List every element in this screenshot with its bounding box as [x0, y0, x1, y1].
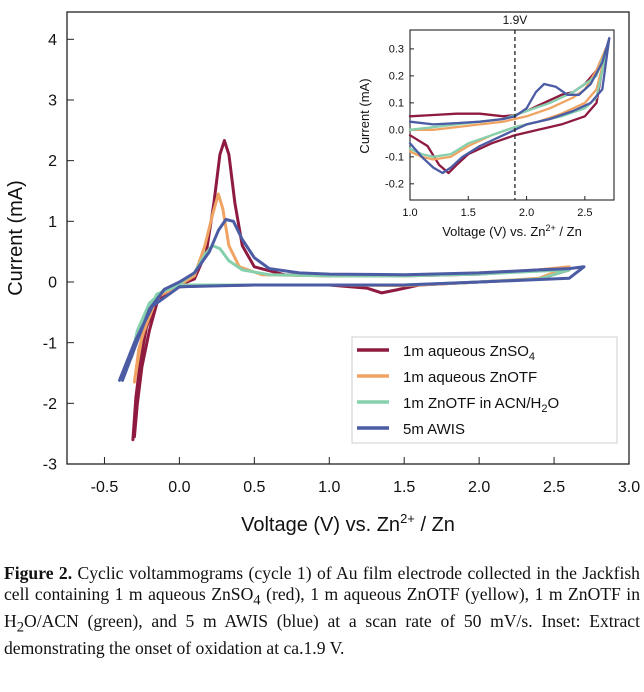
main-x-tick-label: 1.5	[393, 479, 415, 496]
inset-series-line	[408, 36, 611, 175]
inset-background	[366, 16, 622, 240]
main-x-tick-label: 2.5	[543, 479, 565, 496]
inset-y-tick-label: -0.1	[385, 152, 404, 164]
legend-label: 5m AWIS	[403, 421, 465, 438]
main-x-tick-label: 0.0	[168, 479, 190, 496]
caption-text-3: O/ACN (green), and 5 m AWIS (blue) at a …	[4, 610, 640, 658]
inset-chart: 1.0 1.5 2.0 2.5 -0.2 -0.1 0.0 0.1 0.2 0.3 1.9V Vo…	[357, 13, 622, 240]
inset-x-tick-label: 2.5	[577, 207, 592, 219]
main-y-axis-label: Current (mA)	[5, 180, 27, 296]
main-y-tick-label: 1	[48, 214, 57, 231]
onset-annotation: 1.9V	[503, 13, 528, 27]
legend: 1m aqueous ZnSO4 1m aqueous ZnOTF 1m ZnOTF…	[351, 336, 618, 444]
main-y-tick-label: -2	[43, 396, 57, 413]
caption-text: Cyclic voltammograms (cycle 1) of Au fil…	[4, 563, 640, 604]
legend-label-main: 5m AWIS	[403, 421, 465, 438]
inset-series-lines	[408, 36, 611, 175]
main-y-tick-label: 4	[48, 32, 57, 49]
main-x-tick-label: -0.5	[91, 479, 119, 496]
inset-y-tick-label: -0.2	[385, 179, 404, 191]
inset-y-tick-label: 0.2	[389, 71, 404, 83]
main-y-tick-label: -1	[43, 335, 57, 352]
main-x-tick-label: 0.5	[243, 479, 265, 496]
inset-plot-frame	[409, 29, 615, 201]
legend-label-subscript: 4	[529, 351, 535, 363]
legend-box	[351, 336, 618, 444]
main-series-lines	[118, 139, 586, 442]
caption-sub-1: 4	[253, 592, 261, 609]
legend-label: 1m ZnOTF in ACN/H2O	[403, 395, 559, 415]
cv-figure: -0.5 0.0 0.5 1.0 1.5 2.0 2.5 3.0 -3 -2 -1 0 1 2 3 4 Vol…	[5, 11, 640, 536]
inset-x-axis-label: Voltage (V) vs. Zn2+ / Zn	[442, 223, 582, 239]
main-x-tick-label: 2.0	[468, 479, 490, 496]
inset-y-axis-label: Current (mA)	[357, 78, 372, 153]
figure-caption: Figure 2. Cyclic voltammograms (cycle 1)…	[4, 563, 640, 658]
legend-label-main: 1m aqueous ZnOTF	[403, 369, 537, 386]
legend-label: 1m aqueous ZnSO4	[403, 343, 535, 363]
main-y-tick-label: 3	[48, 93, 57, 110]
main-y-tick-label: 2	[48, 153, 57, 170]
main-x-tick-label: 1.0	[318, 479, 340, 496]
caption-label: Figure 2.	[4, 563, 73, 583]
inset-y-tick-label: 0.3	[389, 44, 404, 56]
legend-label-tail: O	[547, 395, 559, 412]
main-y-tick-label: 0	[48, 275, 57, 292]
legend-label: 1m aqueous ZnOTF	[403, 369, 537, 386]
main-x-tick-label: 3.0	[618, 479, 640, 496]
inset-y-tick-label: 0.1	[389, 98, 404, 110]
legend-label-main: 1m aqueous ZnSO	[403, 343, 529, 360]
caption-text-2: (red), 1 m aqueous ZnOTF (yellow), 1 m Z…	[4, 583, 640, 631]
inset-x-tick-label: 1.0	[402, 207, 417, 219]
legend-label-main: 1m ZnOTF in ACN/H	[403, 395, 541, 412]
caption-sub-2: 2	[16, 619, 25, 636]
inset-y-tick-label: 0.0	[389, 125, 404, 137]
main-plot-frame	[66, 11, 630, 465]
inset-x-tick-label: 1.5	[461, 207, 476, 219]
main-x-axis-label: Voltage (V) vs. Zn2+ / Zn	[241, 511, 455, 536]
main-axis-ticks: -0.5 0.0 0.5 1.0 1.5 2.0 2.5 3.0 -3 -2 -1 0 1 2 3 4	[43, 32, 640, 496]
inset-x-tick-label: 2.0	[519, 207, 534, 219]
legend-label-subscript: 2	[541, 403, 547, 415]
main-y-tick-label: -3	[43, 457, 57, 474]
main-series-line	[118, 218, 586, 382]
figure-svg: -0.5 0.0 0.5 1.0 1.5 2.0 2.5 3.0 -3 -2 -1 0 1 2 3 4 Vol…	[5, 11, 640, 536]
